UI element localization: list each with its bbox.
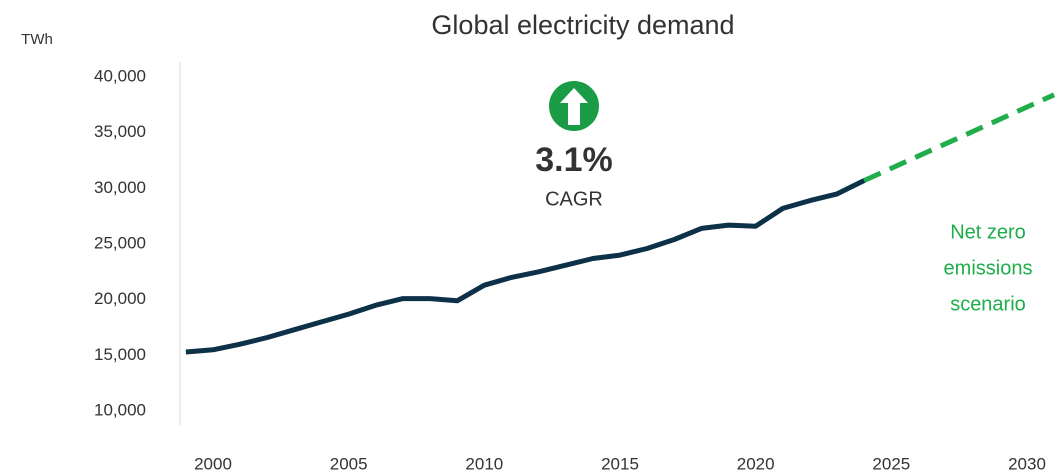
x-tick-label: 2015 [601,454,639,473]
demand-line [185,178,866,355]
chart-title: Global electricity demand [431,10,734,40]
y-tick-label: 15,000 [94,345,146,364]
y-axis-label: TWh [21,31,53,48]
rate-label: CAGR [545,188,603,210]
x-tick-label: 2030 [1008,454,1046,473]
scenario-label: scenario [950,293,1026,315]
y-tick-label: 20,000 [94,289,146,308]
y-tick-label: 30,000 [94,178,146,197]
y-tick-label: 25,000 [94,233,146,252]
rate-value: 3.1% [535,141,613,179]
scenario-label: Net zero [950,221,1026,243]
y-tick-label: 35,000 [94,122,146,141]
x-tick-label: 2025 [872,454,910,473]
x-tick-label: 2010 [465,454,503,473]
scenario-label: emissions [944,257,1033,279]
plot [185,92,1056,355]
x-tick-label: 2005 [330,454,368,473]
y-tick-label: 10,000 [94,400,146,419]
x-tick-label: 2020 [737,454,775,473]
up-icon [549,81,599,131]
projection-line [863,92,1056,183]
y-tick-label: 40,000 [94,66,146,85]
x-tick-label: 2000 [194,454,232,473]
